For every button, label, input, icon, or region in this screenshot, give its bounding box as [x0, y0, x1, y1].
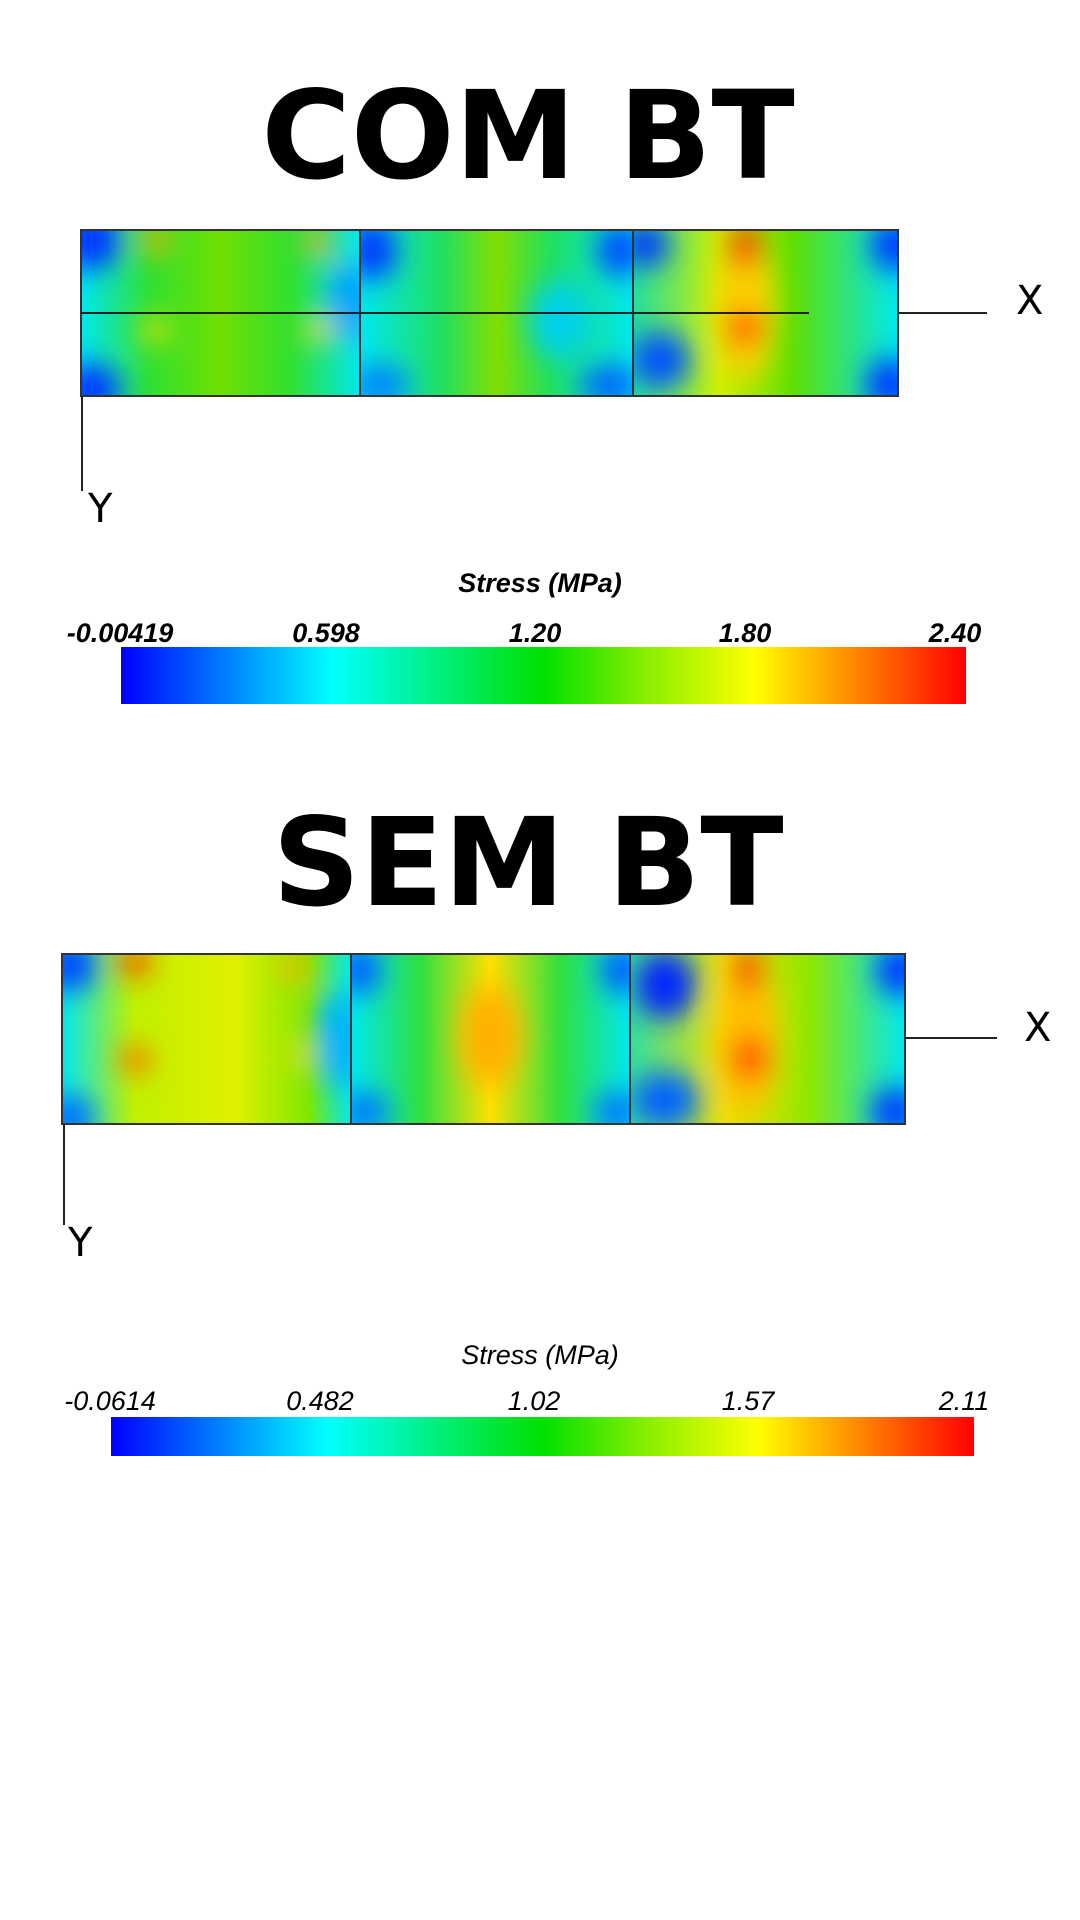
stress-plate: [80, 229, 899, 397]
panel-title: SEM BT: [272, 792, 783, 934]
colorbar-tick: -0.0614: [64, 1386, 156, 1416]
colorbar: [121, 647, 966, 704]
colorbar-tick: 0.482: [286, 1386, 354, 1416]
y-axis-label: Y: [87, 486, 113, 532]
panel-title: COM BT: [261, 65, 794, 207]
colorbar-tick: -0.00419: [67, 618, 174, 648]
x-axis-label: X: [1024, 1005, 1051, 1051]
colorbar-tick: 0.598: [292, 618, 360, 648]
colorbar-tick: 1.20: [509, 618, 562, 648]
stress-plate: [61, 953, 906, 1125]
colorbar-tick: 1.57: [722, 1386, 776, 1416]
colorbar-tick: 1.02: [508, 1386, 561, 1416]
x-axis-label: X: [1016, 278, 1043, 324]
colorbar-tick: 2.40: [928, 618, 982, 648]
colorbar-tick: 2.11: [938, 1386, 990, 1416]
colorbar-label: Stress (MPa): [458, 568, 622, 598]
colorbar-tick: 1.80: [719, 618, 772, 648]
colorbar: [111, 1417, 974, 1456]
y-axis-label: Y: [67, 1220, 93, 1266]
colorbar-label: Stress (MPa): [461, 1340, 619, 1370]
